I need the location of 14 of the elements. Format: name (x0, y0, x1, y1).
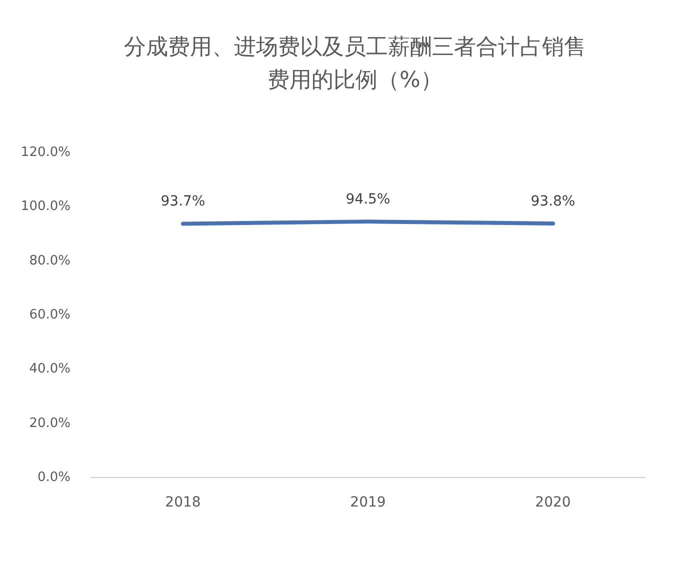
y-tick-label: 120.0% (20, 145, 71, 160)
data-label: 93.8% (530, 193, 576, 210)
x-tick-label: 2020 (535, 494, 571, 510)
y-tick-label: 20.0% (29, 416, 71, 431)
data-label: 93.7% (160, 194, 206, 210)
x-tick-label: 2019 (350, 494, 386, 510)
y-tick-label: 80.0% (29, 253, 71, 268)
y-tick-label: 100.0% (20, 199, 71, 214)
y-tick-label: 0.0% (37, 470, 71, 485)
data-label: 94.5% (346, 192, 390, 208)
y-tick-label: 40.0% (29, 362, 71, 377)
y-tick-label: 60.0% (29, 308, 71, 322)
chart-title: 分成费用、进场费以及员工薪酬三者合计占销售费用的比例（%） (123, 34, 587, 95)
x-tick-label: 2018 (165, 494, 201, 510)
